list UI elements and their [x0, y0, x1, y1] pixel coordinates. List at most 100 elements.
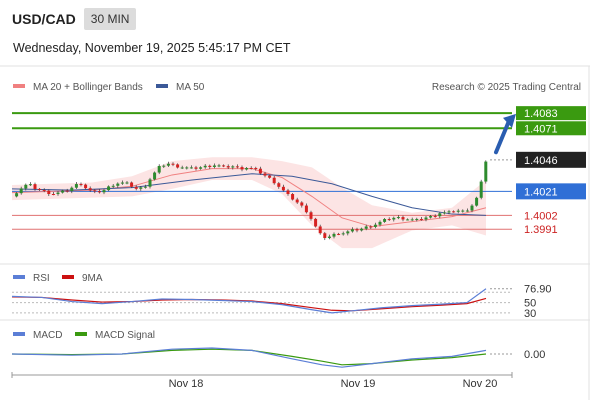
- candle-body: [51, 194, 55, 196]
- candle-body: [378, 221, 382, 225]
- candle-body: [304, 205, 308, 213]
- candle-body: [300, 202, 304, 206]
- candle-body: [277, 183, 281, 187]
- candle-body: [318, 226, 322, 234]
- x-tick-label: Nov 19: [341, 378, 376, 390]
- rsi-tick-label: 30: [524, 308, 536, 320]
- candle-body: [74, 184, 78, 188]
- candle-body: [38, 188, 42, 190]
- candle-body: [360, 228, 364, 231]
- candle-body: [199, 167, 203, 169]
- candle-body: [116, 183, 120, 186]
- candle-body: [475, 197, 479, 206]
- level-label: 1.4071: [524, 123, 558, 135]
- chart-header: USD/CAD 30 MIN: [12, 7, 137, 31]
- candle-body: [442, 212, 446, 214]
- ma50-line: [11, 173, 487, 216]
- candle-body: [130, 182, 134, 187]
- candle-body: [19, 188, 23, 194]
- candle-body: [28, 184, 32, 186]
- candle-body: [438, 213, 442, 217]
- rsi-tick-label: 50: [524, 298, 536, 310]
- candle-body: [185, 167, 189, 169]
- candle-body: [272, 177, 276, 184]
- candle-body: [396, 217, 400, 219]
- candle-body: [162, 165, 166, 167]
- candle-body: [281, 186, 285, 191]
- macd-signal-line: [11, 348, 487, 366]
- candle-body: [484, 161, 488, 182]
- candle-body: [47, 190, 51, 195]
- level-label: 1.4083: [524, 108, 558, 120]
- candle-body: [479, 181, 483, 198]
- candle-body: [208, 165, 212, 167]
- candle-body: [337, 233, 341, 235]
- candle-body: [212, 165, 216, 167]
- candle-body: [42, 189, 46, 191]
- legend-swatch: [13, 332, 25, 336]
- candle-body: [102, 190, 106, 193]
- candle-body: [88, 188, 92, 191]
- legend-swatch: [156, 84, 168, 88]
- candle-body: [350, 229, 354, 232]
- legend-label: MACD: [33, 330, 62, 341]
- candle-body: [111, 185, 115, 187]
- candle-body: [231, 166, 235, 168]
- level-label: 1.4002: [524, 210, 558, 222]
- candle-body: [346, 231, 350, 234]
- chart-datetime: Wednesday, November 19, 2025 5:45:17 PM …: [13, 41, 291, 55]
- candle-body: [120, 182, 124, 184]
- candle-body: [424, 217, 428, 220]
- candle-body: [258, 168, 262, 174]
- candle-body: [406, 219, 410, 221]
- candle-body: [429, 216, 433, 218]
- candle-body: [369, 226, 373, 228]
- candle-body: [392, 217, 396, 220]
- candle-body: [387, 219, 391, 221]
- level-label-box: [516, 106, 586, 121]
- candle-body: [323, 233, 327, 239]
- rsi-value-label: 76.90: [524, 284, 552, 296]
- candle-body: [433, 216, 437, 218]
- candle-body: [240, 167, 244, 170]
- candle-body: [194, 167, 198, 169]
- candle-body: [286, 190, 290, 195]
- legend-label: MA 50: [176, 82, 205, 93]
- timeframe-badge[interactable]: 30 MIN: [83, 8, 137, 30]
- candle-body: [373, 224, 377, 227]
- last-price-label: 1.4046: [524, 155, 558, 167]
- rsi-ma-line: [11, 296, 487, 312]
- symbol-title: USD/CAD: [12, 11, 76, 27]
- candle-body: [295, 199, 299, 203]
- candle-body: [254, 168, 258, 170]
- candle-body: [314, 218, 318, 227]
- legend-swatch: [62, 275, 74, 279]
- level-label: 1.3991: [524, 224, 558, 236]
- candle-body: [97, 191, 101, 193]
- candle-body: [33, 184, 37, 189]
- candle-body: [268, 175, 272, 178]
- legend-swatch: [75, 332, 87, 336]
- macd-value-label: 0.00: [524, 349, 545, 361]
- forecast-arrow-head: [503, 113, 516, 128]
- candle-body: [355, 229, 359, 231]
- candle-body: [249, 167, 253, 169]
- candle-body: [263, 173, 267, 176]
- candle-body: [452, 211, 456, 213]
- candle-body: [470, 205, 474, 211]
- candle-body: [461, 210, 465, 212]
- attribution: Research © 2025 Trading Central: [432, 82, 581, 93]
- candle-body: [180, 167, 184, 169]
- candle-body: [217, 165, 221, 167]
- candle-body: [84, 184, 88, 189]
- candle-body: [107, 186, 111, 191]
- candle-body: [222, 165, 226, 167]
- candle-body: [24, 184, 28, 189]
- last-price-box: [516, 151, 586, 168]
- forecast-arrow-shaft: [494, 118, 511, 155]
- candle-body: [364, 226, 368, 229]
- level-label: 1.4021: [524, 186, 558, 198]
- legend-label: MACD Signal: [95, 330, 155, 341]
- candle-body: [410, 219, 414, 221]
